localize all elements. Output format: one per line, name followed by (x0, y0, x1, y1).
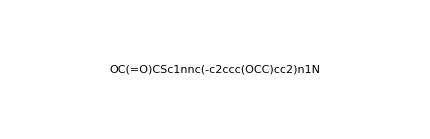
Text: OC(=O)CSc1nnc(-c2ccc(OCC)cc2)n1N: OC(=O)CSc1nnc(-c2ccc(OCC)cc2)n1N (110, 64, 320, 75)
